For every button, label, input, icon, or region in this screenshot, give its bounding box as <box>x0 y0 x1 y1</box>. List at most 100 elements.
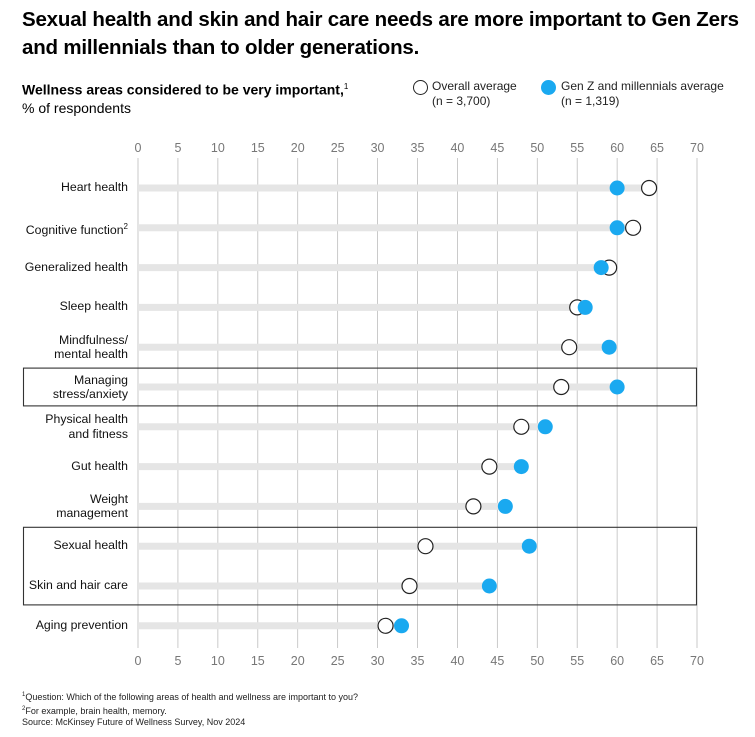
category-label-line2: and fitness <box>68 426 128 441</box>
x-tick-label-bottom: 50 <box>530 654 544 668</box>
genz-millennials-dot <box>609 220 625 236</box>
subtitle-bold: Wellness areas considered to be very imp… <box>22 81 344 98</box>
x-tick-label-top: 20 <box>291 141 305 155</box>
category-label: Weight management <box>13 492 128 521</box>
category-label: Heart health <box>13 180 128 195</box>
genz-millennials-dot <box>537 419 553 435</box>
genz-millennials-dot <box>609 379 625 395</box>
x-tick-label-bottom: 20 <box>291 654 305 668</box>
genz-millennials-dot <box>609 180 625 196</box>
footnote-1: 1Question: Which of the following areas … <box>22 692 359 702</box>
x-tick-label-top: 50 <box>530 141 544 155</box>
x-tick-label-top: 70 <box>690 141 704 155</box>
overall-average-dot <box>401 577 418 595</box>
x-tick-label-top: 25 <box>331 141 345 155</box>
footnotes: 1Question: Which of the following areas … <box>22 690 358 729</box>
x-tick-label-top: 0 <box>135 141 142 155</box>
genz-millennials-dot <box>601 339 617 355</box>
category-label-line1: Mindfulness/ <box>58 332 128 347</box>
category-label: Gut health <box>13 459 128 474</box>
subtitle-footnote-ref: 1 <box>343 82 349 91</box>
category-label: Sexual health <box>13 538 128 553</box>
x-tick-label-top: 45 <box>490 141 504 155</box>
x-tick-label-top: 35 <box>411 141 425 155</box>
x-tick-label-top: 40 <box>450 141 464 155</box>
category-label: Cognitive function2 <box>13 220 128 238</box>
x-tick-label-top: 10 <box>211 141 225 155</box>
genz-millennials-dot <box>577 299 593 315</box>
legend-genz: Gen Z and millennials average (n = 1,319… <box>561 79 724 109</box>
legend-overall-marker <box>413 80 428 95</box>
x-tick-label-top: 5 <box>174 141 181 155</box>
x-tick-label-bottom: 65 <box>650 654 664 668</box>
x-tick-label-top: 30 <box>371 141 385 155</box>
category-label-line1: Physical health <box>45 412 128 427</box>
x-tick-label-bottom: 10 <box>211 654 225 668</box>
x-tick-label-bottom: 70 <box>690 654 704 668</box>
category-label-line2: mental health <box>54 347 128 362</box>
legend-overall-n: (n = 3,700) <box>432 94 491 108</box>
x-tick-label-bottom: 45 <box>490 654 504 668</box>
x-tick-label-bottom: 0 <box>135 654 142 668</box>
overall-average-dot <box>465 498 482 515</box>
genz-millennials-dot <box>497 498 513 514</box>
legend-genz-label: Gen Z and millennials average <box>561 79 724 93</box>
footnote-2: 2For example, brain health, memory. <box>22 705 167 716</box>
x-tick-label-bottom: 30 <box>371 654 385 668</box>
subtitle-unit: % of respondents <box>22 99 131 116</box>
genz-millennials-dot <box>521 538 537 554</box>
overall-average-dot <box>640 179 658 197</box>
overall-average-dot <box>553 378 570 396</box>
overall-average-dot <box>561 339 578 356</box>
highlight-box <box>22 367 698 407</box>
category-label: Managing stress/anxiety <box>13 373 128 402</box>
category-label: Mindfulness/mental health <box>13 333 128 362</box>
chart-title: Sexual health and skin and hair care nee… <box>22 8 739 59</box>
category-label-line1: Weight <box>89 491 128 506</box>
x-tick-label-bottom: 15 <box>251 654 265 668</box>
category-label-line2: management <box>56 506 128 521</box>
category-label: Aging prevention <box>13 618 128 633</box>
category-label-line1: Generalized health <box>24 259 128 274</box>
category-label: Physical health and fitness <box>13 412 128 441</box>
genz-millennials-dot <box>593 260 609 276</box>
source-note: Source: McKinsey Future of Wellness Surv… <box>22 717 246 727</box>
highlight-box <box>22 526 698 606</box>
x-tick-label-bottom: 5 <box>174 654 181 668</box>
category-footnote-ref: 2 <box>123 221 128 231</box>
category-label-line1: Aging prevention <box>35 617 128 632</box>
x-tick-label-bottom: 60 <box>610 654 624 668</box>
x-tick-label-top: 55 <box>570 141 584 155</box>
category-label-line2: stress/anxiety <box>52 387 128 401</box>
overall-average-dot <box>481 458 498 475</box>
category-label-line1: Managing <box>73 372 128 387</box>
genz-millennials-dot <box>481 578 497 594</box>
category-label-line1: Sexual health <box>53 538 128 553</box>
category-label-line1: Cognitive function <box>25 222 124 237</box>
x-tick-label-bottom: 35 <box>411 654 425 668</box>
x-tick-label-top: 60 <box>610 141 624 155</box>
legend-overall-label: Overall average <box>432 79 517 93</box>
x-tick-label-bottom: 40 <box>450 654 464 668</box>
category-label-line1: Sleep health <box>59 299 128 314</box>
legend-genz-n: (n = 1,319) <box>561 94 620 108</box>
category-label-line1: Gut health <box>71 458 128 473</box>
category-label-line1: Skin and hair care <box>28 578 128 592</box>
overall-average-dot <box>513 418 530 435</box>
legend-overall: Overall average (n = 3,700) <box>432 79 517 109</box>
x-tick-label-top: 15 <box>251 141 265 155</box>
overall-average-dot <box>625 219 642 236</box>
category-label: Generalized health <box>13 260 128 275</box>
overall-average-dot <box>377 617 394 634</box>
overall-average-dot <box>417 538 434 555</box>
category-label: Sleep health <box>13 299 128 314</box>
chart-subtitle: Wellness areas considered to be very imp… <box>22 78 348 117</box>
genz-millennials-dot <box>394 618 410 634</box>
x-tick-label-bottom: 55 <box>570 654 584 668</box>
genz-millennials-dot <box>513 459 529 475</box>
x-tick-label-top: 65 <box>650 141 664 155</box>
category-label-line1: Heart health <box>61 180 128 194</box>
x-tick-label-bottom: 25 <box>331 654 345 668</box>
category-label: Skin and hair care <box>13 578 128 593</box>
